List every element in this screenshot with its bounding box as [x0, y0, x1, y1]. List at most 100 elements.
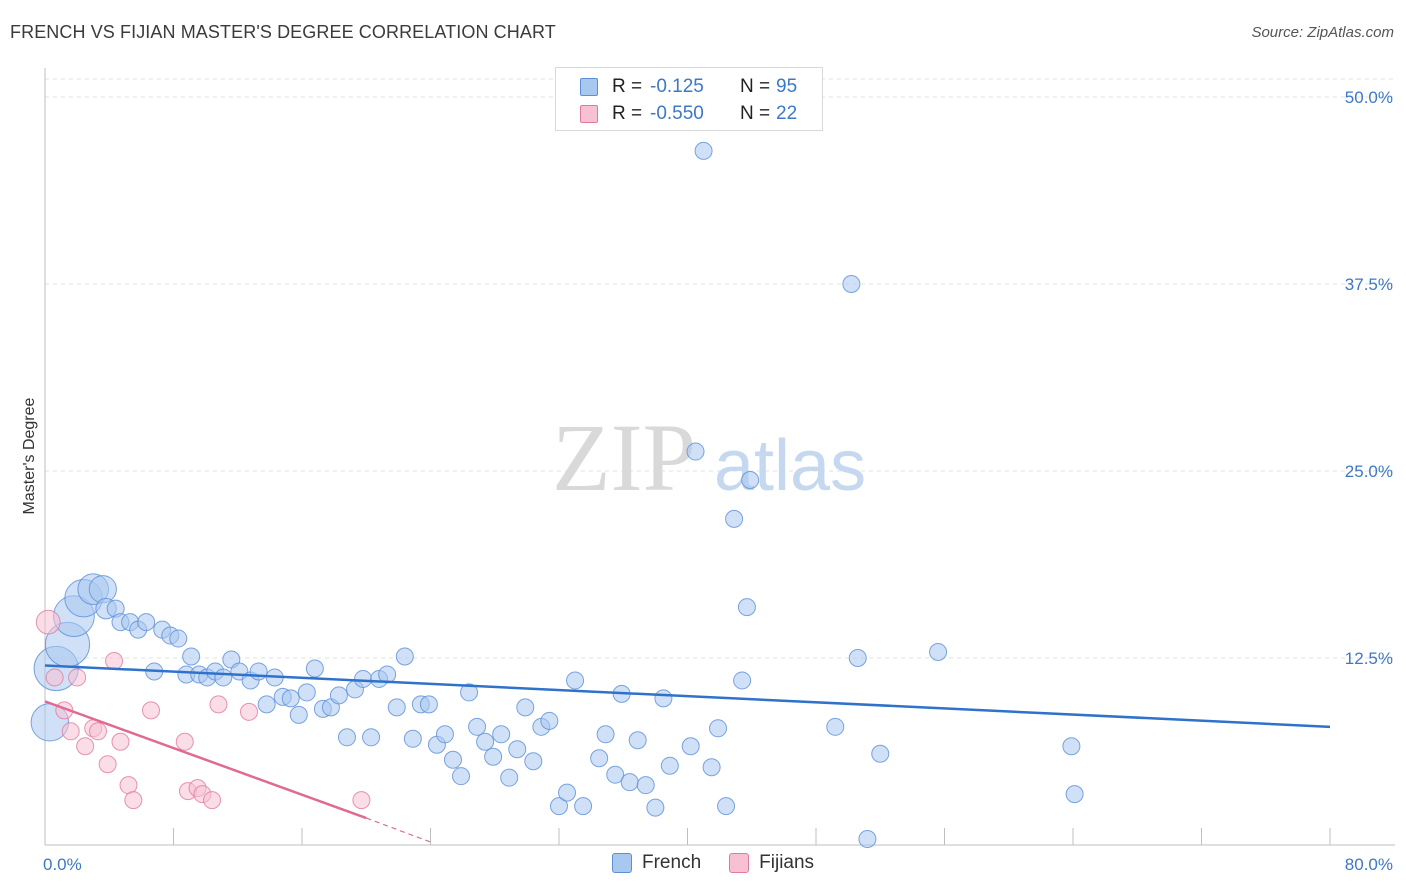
french-point: [281, 689, 300, 708]
french-point: [550, 797, 568, 816]
french-point: [558, 783, 577, 802]
x-tick-label: 0.0%: [43, 855, 82, 874]
french-point: [871, 744, 890, 763]
french-point: [620, 773, 639, 792]
french-point: [741, 470, 760, 489]
french-point: [337, 728, 356, 747]
french-point: [435, 725, 454, 744]
chart-title: FRENCH VS FIJIAN MASTER'S DEGREE CORRELA…: [10, 22, 556, 42]
series-legend-fijians[interactable]: Fijians: [729, 852, 814, 874]
french-point: [686, 442, 705, 461]
french-point: [654, 689, 673, 708]
french-point: [362, 728, 381, 747]
french-legend-label: French: [642, 852, 702, 873]
french-swatch: [580, 78, 598, 96]
tick-labels: 12.5% 25.0% 37.5% 50.0% 0.0% 80.0%: [43, 88, 1393, 874]
legend-n-value: 22: [776, 103, 798, 124]
fijians-point: [89, 722, 108, 741]
series-legend-french[interactable]: French: [612, 852, 701, 874]
french-point: [848, 649, 867, 667]
fijians-legend-swatch: [729, 853, 750, 873]
legend-n-value: 95: [776, 76, 798, 97]
french-point: [452, 767, 471, 786]
watermark-zip: ZIP: [552, 404, 696, 511]
fijians-point: [175, 732, 194, 751]
french-point: [500, 768, 519, 787]
french-point: [443, 750, 462, 769]
french-point: [182, 647, 201, 666]
fijians-point: [111, 732, 130, 751]
fijians-point: [203, 791, 222, 810]
gridlines: [45, 78, 1395, 659]
fijians-point: [35, 609, 61, 635]
french-trend-line: [44, 664, 1331, 729]
french-point: [387, 698, 406, 717]
french-point: [929, 643, 948, 662]
fijians-swatch: [580, 105, 598, 123]
french-point: [468, 717, 487, 736]
fijians-point: [76, 737, 95, 756]
fijians-point: [239, 702, 258, 721]
y-tick-label: 12.5%: [1345, 649, 1393, 668]
french-point: [717, 797, 736, 816]
french-point: [214, 668, 233, 687]
french-point: [403, 729, 422, 748]
french-point: [596, 725, 615, 744]
french-point: [476, 732, 495, 751]
french-point: [137, 613, 156, 632]
french-point: [540, 711, 559, 730]
french-point: [681, 737, 700, 756]
watermark: ZIP atlas: [552, 404, 866, 511]
french-point: [516, 698, 535, 717]
fijians-point: [119, 776, 138, 795]
french-point: [460, 683, 479, 702]
french-point: [628, 731, 647, 750]
fijians-point: [105, 651, 124, 670]
fijians-legend-label: Fijians: [759, 852, 815, 873]
french-point: [492, 725, 511, 744]
french-point: [169, 629, 188, 648]
fijians-point: [209, 695, 228, 714]
french-point: [297, 683, 316, 702]
axes: [44, 68, 1395, 846]
watermark-atlas: atlas: [714, 426, 866, 506]
french-point: [574, 797, 593, 816]
legend-n-label: N =: [740, 76, 771, 97]
source-credit: Source: ZipAtlas.com: [1251, 24, 1394, 41]
french-point: [842, 275, 861, 293]
french-point: [694, 141, 713, 160]
french-point: [524, 752, 543, 771]
fijians-trend-extension: [366, 817, 431, 843]
legend-r-value: -0.125: [650, 76, 704, 97]
x-tick-label: 80.0%: [1345, 855, 1393, 874]
french-point: [606, 765, 625, 784]
french-point: [508, 740, 527, 759]
french-point: [733, 671, 752, 690]
french-point: [646, 798, 665, 817]
series-legend: French Fijians: [612, 852, 842, 874]
french-point: [1065, 785, 1084, 804]
fijians-point: [142, 701, 161, 720]
legend-row-fijians: R = -0.550 N = 22: [580, 103, 797, 125]
legend-r-value: -0.550: [650, 103, 704, 124]
french-point: [590, 749, 609, 768]
french-point: [566, 671, 585, 690]
french-point: [826, 717, 845, 736]
french-point: [257, 695, 276, 714]
french-point: [484, 747, 503, 766]
french-point: [737, 598, 756, 617]
fijians-trend-line: [44, 700, 367, 820]
fijians-point: [61, 722, 80, 741]
legend-row-french: R = -0.125 N = 95: [580, 76, 797, 98]
fijians-point: [98, 755, 117, 774]
fijians-point: [68, 668, 87, 687]
french-point: [329, 686, 348, 705]
y-tick-label: 50.0%: [1345, 88, 1393, 107]
y-axis-label: Master's Degree: [21, 397, 38, 514]
french-point: [305, 659, 324, 678]
french-point: [660, 756, 679, 775]
french-point: [709, 719, 728, 738]
french-point: [858, 830, 877, 849]
french-point: [636, 776, 655, 795]
legend: R = -0.125 N = 95 R = -0.550 N = 22: [555, 67, 823, 131]
